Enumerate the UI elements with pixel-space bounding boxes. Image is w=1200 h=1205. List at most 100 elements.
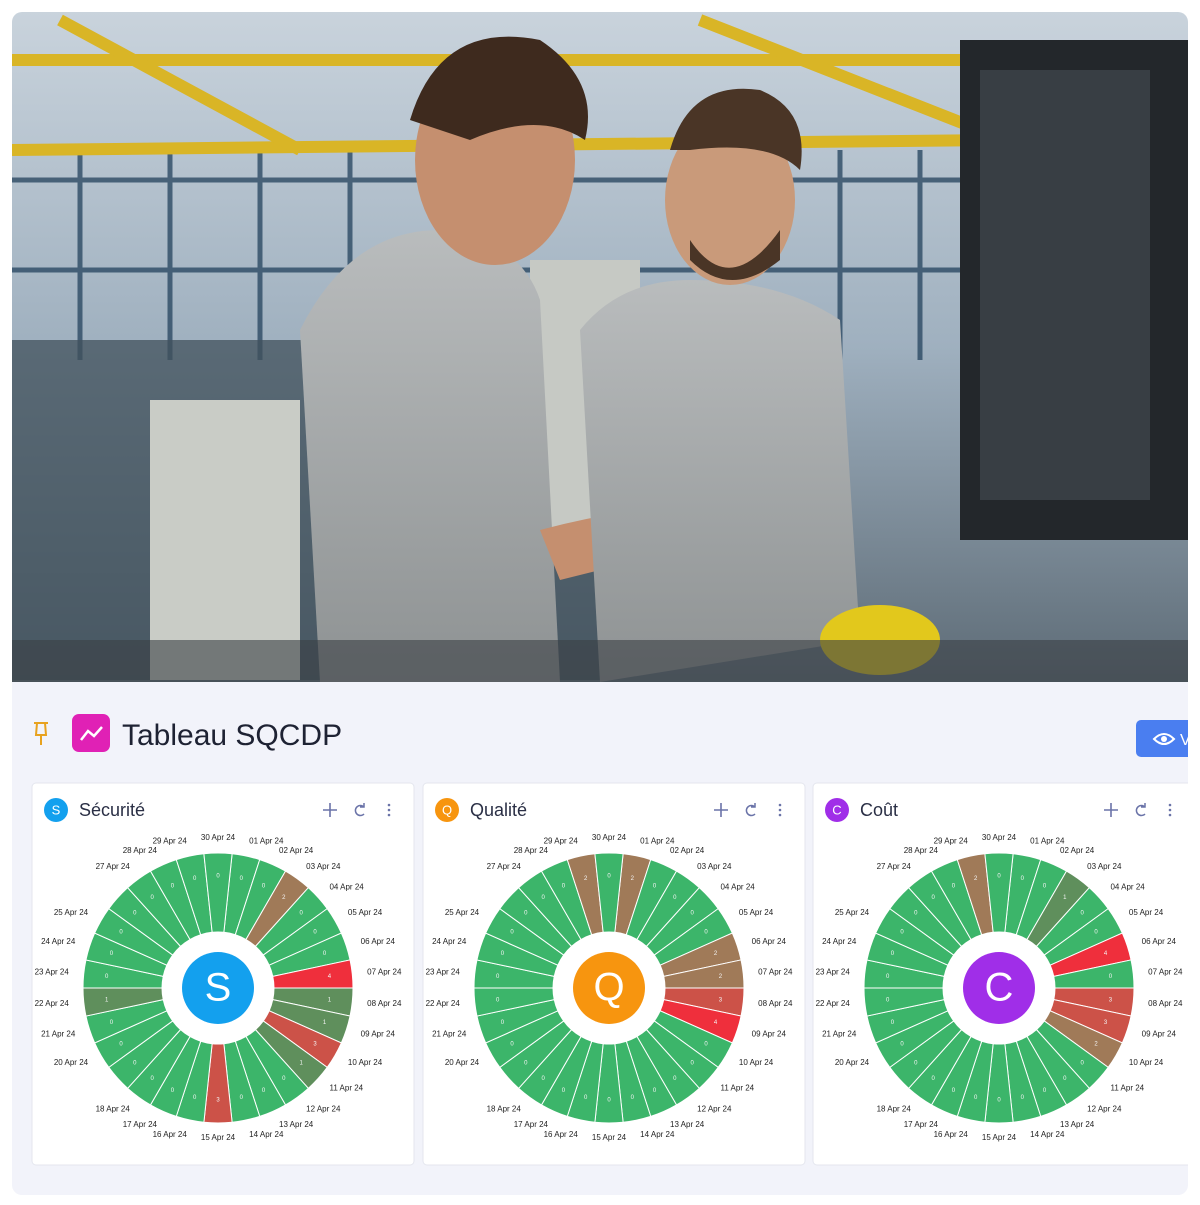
category-label: 17 Apr 24 (123, 1120, 158, 1129)
segment-value: 0 (105, 974, 109, 980)
category-label: 23 Apr 24 (816, 967, 851, 976)
more-icon[interactable] (778, 803, 782, 807)
segment-value: 0 (262, 883, 266, 889)
more-icon[interactable] (1168, 808, 1172, 812)
dashboard-title: Tableau SQCDP (122, 719, 342, 752)
category-label: 02 Apr 24 (279, 846, 314, 855)
category-label: 30 Apr 24 (201, 833, 236, 842)
segment-value: 0 (914, 1061, 918, 1067)
segment-value: 0 (673, 1076, 677, 1082)
segment-value: 0 (886, 974, 890, 980)
segment-value: 0 (607, 874, 611, 880)
category-label: 21 Apr 24 (41, 1029, 76, 1038)
segment-value: 0 (952, 883, 956, 889)
segment-value: 0 (1021, 1095, 1025, 1101)
category-label: 20 Apr 24 (445, 1058, 480, 1067)
segment-value: 1 (328, 997, 332, 1003)
category-label: 04 Apr 24 (1110, 883, 1145, 892)
segment-value: 0 (1021, 876, 1025, 882)
category-label: 29 Apr 24 (153, 836, 188, 845)
segment-value: 0 (1081, 1061, 1085, 1067)
segment-value: 0 (119, 1042, 123, 1048)
segment-value: 3 (313, 1042, 317, 1048)
segment-value: 0 (691, 1061, 695, 1067)
segment-value: 0 (562, 1088, 566, 1094)
category-label: 27 Apr 24 (877, 862, 912, 871)
center-letter: C (985, 966, 1014, 1010)
category-label: 29 Apr 24 (934, 836, 969, 845)
category-label: 14 Apr 24 (640, 1130, 675, 1139)
center-letter: Q (593, 966, 624, 1010)
segment-value: 2 (584, 876, 588, 882)
category-label: 04 Apr 24 (720, 883, 755, 892)
category-label: 15 Apr 24 (201, 1133, 236, 1142)
segment-value: 0 (524, 1061, 528, 1067)
category-label: 07 Apr 24 (758, 967, 793, 976)
pin-icon[interactable] (34, 722, 48, 745)
category-label: 18 Apr 24 (96, 1104, 131, 1113)
refresh-icon[interactable] (745, 803, 756, 817)
title-badge (44, 798, 68, 822)
more-icon[interactable] (1168, 813, 1172, 817)
category-label: 14 Apr 24 (1030, 1130, 1065, 1139)
center-letter: S (205, 966, 232, 1010)
segment-value: 0 (150, 895, 154, 901)
category-label: 12 Apr 24 (1087, 1104, 1122, 1113)
more-icon[interactable] (778, 813, 782, 817)
category-label: 03 Apr 24 (697, 862, 732, 871)
more-icon[interactable] (387, 813, 391, 817)
segment-value: 0 (171, 883, 175, 889)
category-label: 17 Apr 24 (904, 1120, 939, 1129)
segment-value: 0 (1109, 974, 1113, 980)
category-label: 28 Apr 24 (514, 846, 549, 855)
segment-value: 0 (914, 911, 918, 917)
more-icon[interactable] (387, 808, 391, 812)
title-letter: C (832, 802, 841, 817)
more-icon[interactable] (1168, 803, 1172, 807)
category-label: 22 Apr 24 (426, 999, 461, 1008)
segment-value: 2 (714, 951, 718, 957)
category-label: 11 Apr 24 (1110, 1083, 1144, 1092)
category-label: 16 Apr 24 (544, 1130, 579, 1139)
segment-value: 0 (997, 874, 1001, 880)
category-label: 10 Apr 24 (1129, 1058, 1164, 1067)
segment-value: 0 (501, 1020, 505, 1026)
segment-value: 0 (584, 1095, 588, 1101)
category-label: 02 Apr 24 (1060, 846, 1095, 855)
segment-value: 0 (891, 1020, 895, 1026)
refresh-icon[interactable] (1135, 803, 1146, 817)
refresh-icon[interactable] (354, 803, 365, 817)
segment-value: 0 (119, 930, 123, 936)
more-icon[interactable] (778, 808, 782, 812)
add-icon[interactable] (1104, 803, 1118, 817)
category-label: 10 Apr 24 (348, 1058, 383, 1067)
segment-value: 0 (510, 1042, 514, 1048)
category-label: 28 Apr 24 (123, 846, 158, 855)
segment-value: 3 (719, 997, 723, 1003)
segment-value: 0 (704, 1042, 708, 1048)
category-label: 03 Apr 24 (306, 862, 341, 871)
segment-value: 0 (900, 930, 904, 936)
category-label: 06 Apr 24 (361, 937, 396, 946)
category-label: 18 Apr 24 (877, 1104, 912, 1113)
category-label: 27 Apr 24 (96, 862, 131, 871)
more-icon[interactable] (387, 803, 391, 807)
segment-value: 0 (607, 1098, 611, 1104)
category-label: 21 Apr 24 (432, 1029, 467, 1038)
button-label[interactable]: V (1180, 732, 1191, 749)
title-badge (825, 798, 849, 822)
add-icon[interactable] (714, 803, 728, 817)
category-label: 25 Apr 24 (835, 908, 870, 917)
center-badge (182, 952, 254, 1024)
segment-value: 0 (216, 874, 220, 880)
segment-value: 0 (240, 876, 244, 882)
category-label: 09 Apr 24 (1142, 1029, 1177, 1038)
segment-value: 0 (524, 911, 528, 917)
center-badge (573, 952, 645, 1024)
add-icon[interactable] (323, 803, 337, 817)
category-label: 02 Apr 24 (670, 846, 705, 855)
category-label: 15 Apr 24 (592, 1133, 627, 1142)
segment-value: 1 (323, 1020, 327, 1026)
view-button[interactable]: V (1136, 720, 1200, 757)
